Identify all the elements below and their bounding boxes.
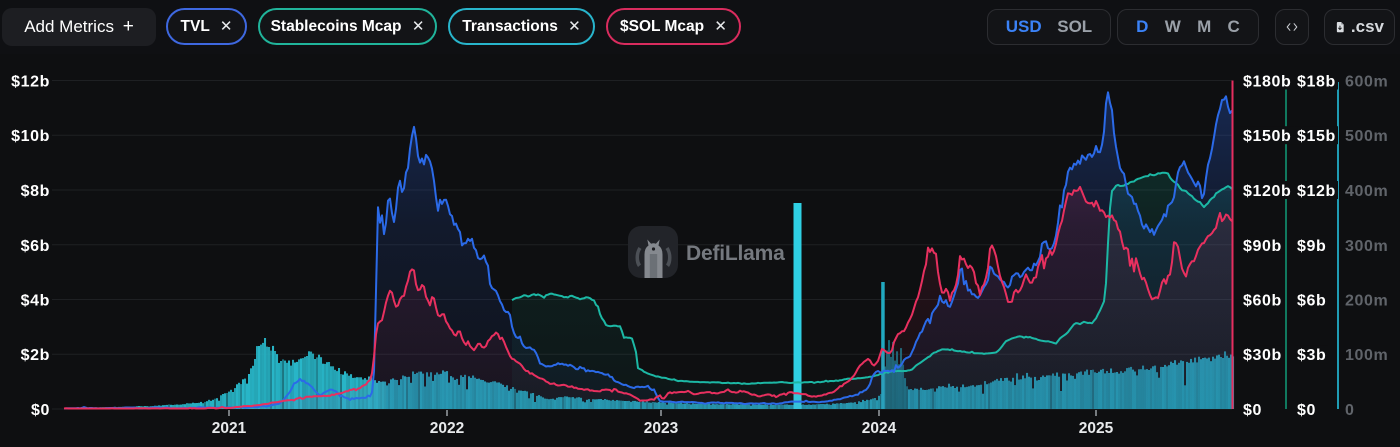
svg-text:$30b: $30b	[1243, 347, 1282, 364]
svg-text:$6b: $6b	[21, 238, 50, 255]
svg-text:2022: 2022	[430, 420, 464, 437]
svg-text:$4b: $4b	[21, 293, 50, 310]
svg-text:$15b: $15b	[1297, 128, 1336, 145]
svg-text:2025: 2025	[1079, 420, 1114, 437]
svg-text:400m: 400m	[1345, 183, 1388, 200]
svg-text:200m: 200m	[1345, 293, 1388, 310]
svg-text:$18b: $18b	[1297, 74, 1336, 91]
svg-text:500m: 500m	[1345, 128, 1388, 145]
svg-text:$6b: $6b	[1297, 293, 1326, 310]
svg-text:$12b: $12b	[11, 74, 50, 91]
svg-text:$0: $0	[1243, 402, 1262, 419]
svg-text:$12b: $12b	[1297, 183, 1336, 200]
svg-text:$90b: $90b	[1243, 238, 1282, 255]
svg-text:$180b: $180b	[1243, 74, 1291, 91]
svg-text:$120b: $120b	[1243, 183, 1291, 200]
svg-text:300m: 300m	[1345, 238, 1388, 255]
svg-text:$3b: $3b	[1297, 347, 1326, 364]
svg-text:2021: 2021	[212, 420, 247, 437]
svg-text:$0: $0	[31, 402, 50, 419]
svg-text:$2b: $2b	[21, 347, 50, 364]
svg-text:$0: $0	[1297, 402, 1316, 419]
svg-text:$150b: $150b	[1243, 128, 1291, 145]
svg-text:$8b: $8b	[21, 183, 50, 200]
svg-text:2024: 2024	[862, 420, 897, 437]
svg-text:$10b: $10b	[11, 128, 50, 145]
svg-text:600m: 600m	[1345, 74, 1388, 91]
svg-text:$9b: $9b	[1297, 238, 1326, 255]
svg-text:100m: 100m	[1345, 347, 1388, 364]
svg-text:DefiLlama: DefiLlama	[686, 242, 785, 265]
svg-text:0: 0	[1345, 402, 1355, 419]
svg-text:2023: 2023	[644, 420, 679, 437]
svg-text:$60b: $60b	[1243, 293, 1282, 310]
